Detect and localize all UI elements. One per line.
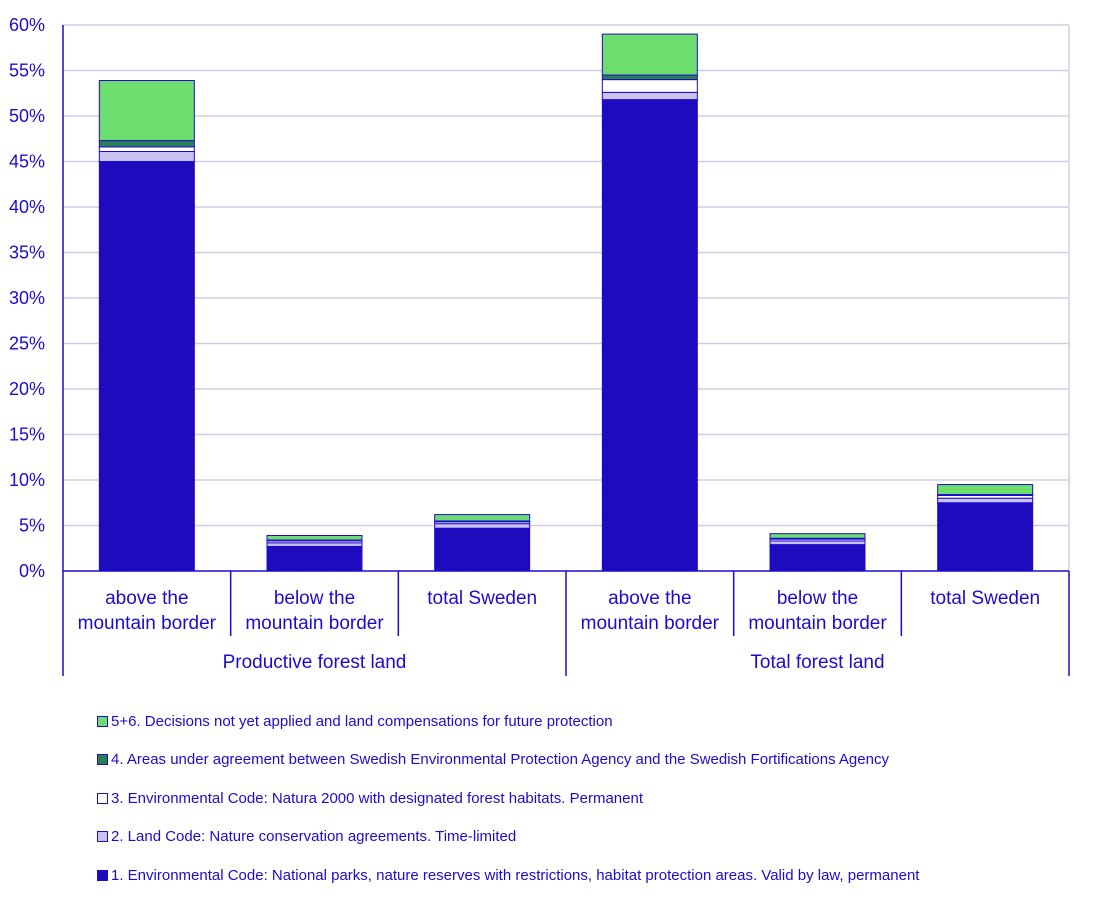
- y-tick-label: 55%: [9, 61, 45, 81]
- bar-segment: [769, 533, 866, 539]
- bar-segment: [601, 99, 698, 572]
- bar-segment: [266, 542, 363, 547]
- legend: 5+6. Decisions not yet applied and land …: [97, 702, 1077, 895]
- y-tick-label: 30%: [9, 288, 45, 308]
- legend-label: 1. Environmental Code: National parks, n…: [111, 866, 920, 884]
- y-tick-label: 35%: [9, 243, 45, 263]
- stacked-bar-chart: 0% 5% 10% 15% 20% 25% 30% 35% 40% 45% 50% 55% 60% abo…: [9, 15, 1070, 676]
- bar-segment: [98, 146, 195, 152]
- bar-segment: [266, 545, 363, 572]
- y-tick-label: 40%: [9, 197, 45, 217]
- bar-segment: [98, 150, 195, 163]
- x-tick-label: below the mountain border: [245, 588, 384, 634]
- bar-segment: [769, 544, 866, 572]
- y-tick-label: 50%: [9, 106, 45, 126]
- bar-segment: [434, 514, 531, 522]
- y-tick-label: 15%: [9, 425, 45, 445]
- bar-segment: [601, 33, 698, 76]
- legend-label: 3. Environmental Code: Natura 2000 with …: [111, 789, 643, 807]
- x-tick-label: above the mountain border: [581, 588, 720, 634]
- legend-swatch: [97, 754, 108, 766]
- x-tick-label: total Sweden: [427, 588, 537, 609]
- x-tick-label: below the mountain border: [748, 588, 887, 634]
- bar-segment: [601, 74, 698, 81]
- legend-item: 2. Land Code: Nature conservation agreem…: [97, 818, 1077, 857]
- y-tick-label: 20%: [9, 379, 45, 399]
- bar-segment: [601, 91, 698, 101]
- bar-segment: [769, 540, 866, 546]
- bar-segment: [601, 79, 698, 93]
- legend-swatch: [97, 831, 108, 843]
- y-tick-label: 10%: [9, 470, 45, 490]
- bar-segment: [98, 80, 195, 142]
- legend-item: 1. Environmental Code: National parks, n…: [97, 856, 1077, 895]
- bar-segment: [266, 535, 363, 541]
- y-tick-label: 60%: [9, 15, 45, 35]
- legend-label: 4. Areas under agreement between Swedish…: [111, 751, 889, 769]
- bar-segment: [98, 140, 195, 148]
- legend-label: 2. Land Code: Nature conservation agreem…: [111, 828, 517, 846]
- y-tick-label: 45%: [9, 152, 45, 172]
- legend-item: 5+6. Decisions not yet applied and land …: [97, 702, 1077, 741]
- bar-segment: [434, 523, 531, 529]
- y-tick-label: 0%: [19, 561, 45, 581]
- group-label: Total forest land: [750, 652, 884, 673]
- legend-swatch: [97, 792, 108, 804]
- bar-segment: [937, 484, 1034, 496]
- y-tick-label: 25%: [9, 334, 45, 354]
- bar-segment: [434, 527, 531, 572]
- legend-label: 5+6. Decisions not yet applied and land …: [111, 712, 613, 730]
- y-tick-label: 5%: [19, 516, 45, 536]
- group-label: Productive forest land: [223, 652, 407, 673]
- bar-segment: [98, 161, 195, 572]
- bar-segment: [937, 502, 1034, 572]
- legend-swatch: [97, 869, 108, 881]
- bar-segment: [937, 497, 1034, 504]
- legend-item: 4. Areas under agreement between Swedish…: [97, 741, 1077, 780]
- legend-item: 3. Environmental Code: Natura 2000 with …: [97, 779, 1077, 818]
- x-tick-label: total Sweden: [930, 588, 1040, 609]
- legend-swatch: [97, 715, 108, 727]
- x-tick-label: above the mountain border: [78, 588, 217, 634]
